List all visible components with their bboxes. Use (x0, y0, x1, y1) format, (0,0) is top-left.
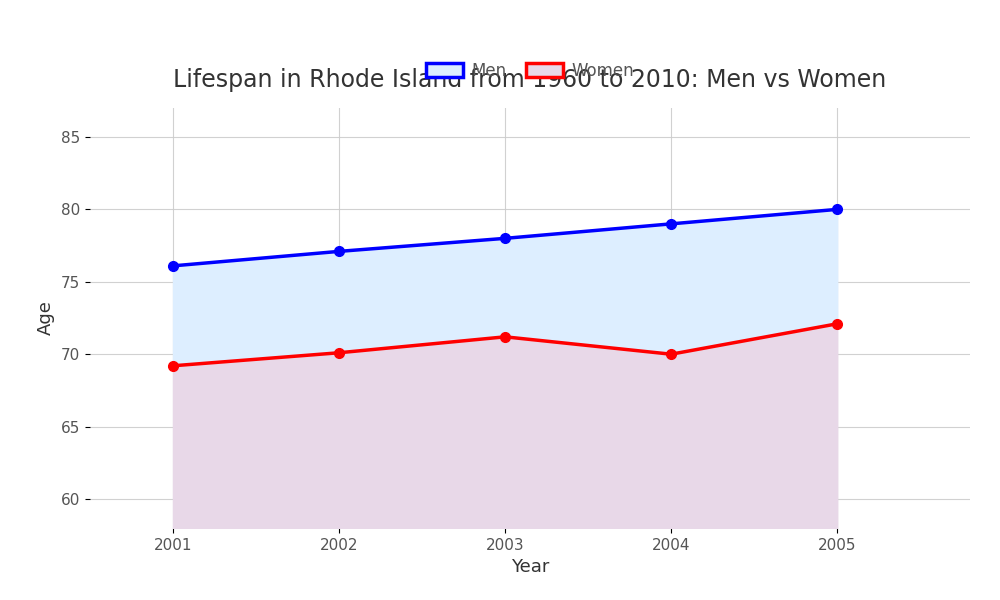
X-axis label: Year: Year (511, 558, 549, 576)
Legend: Men, Women: Men, Women (426, 62, 634, 80)
Y-axis label: Age: Age (37, 301, 55, 335)
Title: Lifespan in Rhode Island from 1960 to 2010: Men vs Women: Lifespan in Rhode Island from 1960 to 20… (173, 68, 887, 92)
